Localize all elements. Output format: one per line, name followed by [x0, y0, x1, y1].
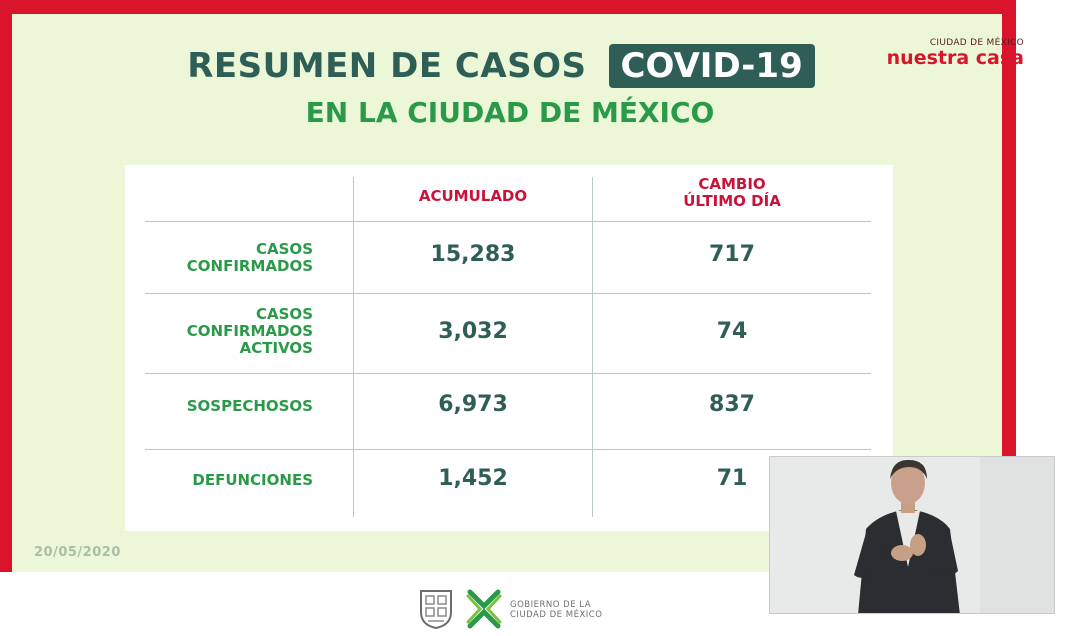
row-label-line: SOSPECHOSOS	[186, 397, 313, 415]
header-change-line2: ÚLTIMO DÍA	[683, 192, 781, 210]
table-divider-vertical	[592, 177, 593, 517]
row-label-confirmed: CASOS CONFIRMADOS	[145, 241, 313, 275]
table-divider-vertical	[353, 177, 354, 517]
government-line2: CIUDAD DE MÉXICO	[510, 610, 603, 620]
cell-deaths-accumulated: 1,452	[438, 466, 508, 491]
cell-confirmed-accumulated: 15,283	[430, 242, 516, 267]
row-label-deaths: DEFUNCIONES	[145, 472, 313, 489]
header-change-line1: CAMBIO	[698, 175, 766, 193]
row-label-line: CONFIRMADOS	[186, 257, 313, 275]
row-label-line: DEFUNCIONES	[192, 471, 313, 489]
table-divider-horizontal	[145, 221, 871, 222]
row-label-line: CASOS	[256, 240, 313, 258]
cases-table: ACUMULADO CAMBIO ÚLTIMO DÍA CASOS CONFIR…	[125, 165, 893, 531]
header-accumulated: ACUMULADO	[418, 187, 528, 205]
title-badge: COVID-19	[608, 44, 815, 88]
cdmx-logo-icon	[466, 589, 502, 629]
slide-subtitle: EN LA CIUDAD DE MÉXICO	[305, 96, 715, 129]
government-line1: GOBIERNO DE LA	[510, 600, 592, 610]
table-divider-horizontal	[145, 293, 871, 294]
cell-active-change: 74	[716, 319, 748, 344]
brand-small-text: CIUDAD DE MÉXICO	[929, 38, 1024, 48]
coat-of-arms-icon	[420, 590, 452, 630]
sign-language-interpreter-video	[769, 456, 1055, 614]
header-change: CAMBIO ÚLTIMO DÍA	[593, 176, 871, 210]
row-label-active: CASOS CONFIRMADOS ACTIVOS	[145, 306, 313, 357]
cell-deaths-change: 71	[716, 466, 748, 491]
row-label-line: CONFIRMADOS	[186, 322, 313, 340]
cell-active-accumulated: 3,032	[438, 319, 508, 344]
brand-big-text: nuestra casa	[886, 47, 1024, 69]
table-divider-horizontal	[145, 449, 871, 450]
title-main: RESUMEN DE CASOS	[187, 46, 587, 86]
government-text: GOBIERNO DE LA CIUDAD DE MÉXICO	[510, 600, 602, 620]
cell-suspected-change: 837	[709, 392, 755, 417]
row-label-line: CASOS	[256, 305, 313, 323]
table-divider-horizontal	[145, 373, 871, 374]
cell-suspected-accumulated: 6,973	[438, 392, 508, 417]
brand-logo: CIUDAD DE MÉXICO nuestra casa	[864, 38, 1024, 68]
row-label-suspected: SOSPECHOSOS	[145, 398, 313, 415]
slide-title: RESUMEN DE CASOS COVID-19	[0, 44, 1002, 94]
slide-date: 20/05/2020	[34, 545, 121, 560]
cell-confirmed-change: 717	[709, 242, 755, 267]
row-label-line: ACTIVOS	[239, 339, 313, 357]
interpreter-figure	[770, 457, 1054, 613]
